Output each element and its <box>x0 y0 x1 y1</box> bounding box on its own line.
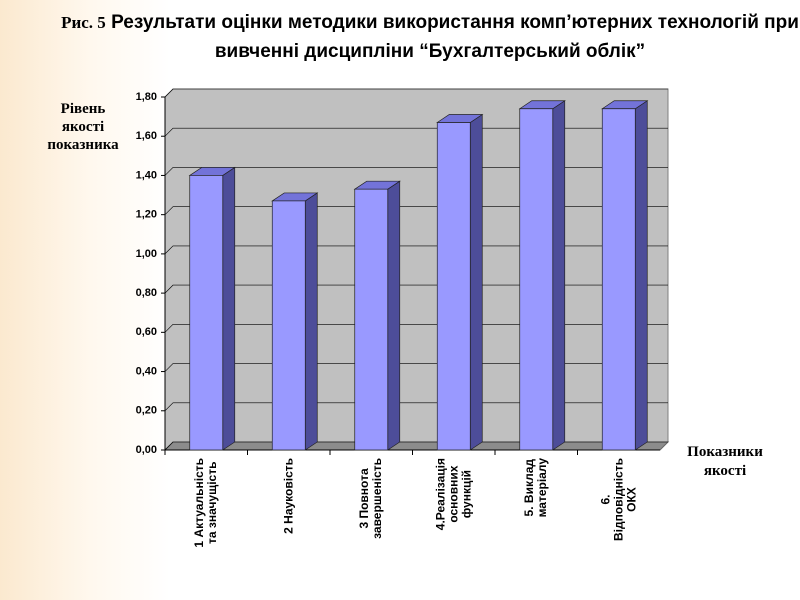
bar-side <box>469 113 483 451</box>
y-tick-label: 0,60 <box>136 326 157 338</box>
bar-side <box>387 180 401 451</box>
y-tick-label: 1,20 <box>136 209 157 221</box>
title-block: Рис. 5 Результати оцінки методики викори… <box>60 8 800 66</box>
bar-front <box>436 122 471 451</box>
y-tick-label: 1,80 <box>136 91 157 103</box>
grid-line <box>164 284 668 294</box>
bar-front <box>601 108 636 451</box>
bar <box>188 166 236 451</box>
grid-line <box>164 127 668 137</box>
bar-side <box>552 100 566 451</box>
y-tick-label: 0,80 <box>136 287 157 299</box>
bar <box>518 100 566 451</box>
bar-front <box>354 188 389 451</box>
bar-side <box>304 192 318 451</box>
bar-front <box>189 175 224 451</box>
grid-line <box>164 245 668 255</box>
bar <box>601 100 649 451</box>
bar <box>353 180 401 451</box>
x-tick-label: 1 Актуальність та значущість <box>192 458 220 548</box>
y-tick-label: 1,60 <box>136 130 157 142</box>
y-tick-label: 0,40 <box>136 365 157 377</box>
bar <box>271 192 319 451</box>
grid-line <box>164 167 668 176</box>
grid-line <box>164 324 668 333</box>
x-tick-label: 2 Науковість <box>281 458 296 534</box>
grid-line <box>164 206 668 215</box>
floor <box>163 441 670 451</box>
bar-side <box>222 166 236 451</box>
grid-line <box>164 88 668 98</box>
x-tick-label: 5. Виклад матеріалу <box>522 458 550 518</box>
grid-line <box>164 363 668 372</box>
x-tick-label: 3 Повнота завершеність <box>357 458 385 539</box>
y-tick-label: 1,40 <box>136 169 157 181</box>
x-axis-label: Показники якості <box>687 444 763 479</box>
bar-front <box>271 200 306 451</box>
y-tick-label: 0,20 <box>136 405 157 417</box>
y-tick-label: 1,00 <box>136 248 157 260</box>
chart-title: Результати оцінки методики використання … <box>111 12 799 62</box>
y-axis-label: Рівень якості показника <box>47 101 119 153</box>
x-tick-label: 4.Реалізація основних функцій <box>433 458 474 531</box>
back-wall <box>164 88 669 452</box>
bar <box>436 113 484 451</box>
bar-front <box>519 108 554 451</box>
y-tick-label: 0,00 <box>136 444 157 456</box>
grid-line <box>164 402 668 411</box>
bar-side <box>634 100 648 451</box>
figure-label: Рис. 5 <box>61 13 106 32</box>
grid-line <box>164 441 668 451</box>
x-tick-label: 6. Відповідність ОКХ <box>598 458 639 542</box>
